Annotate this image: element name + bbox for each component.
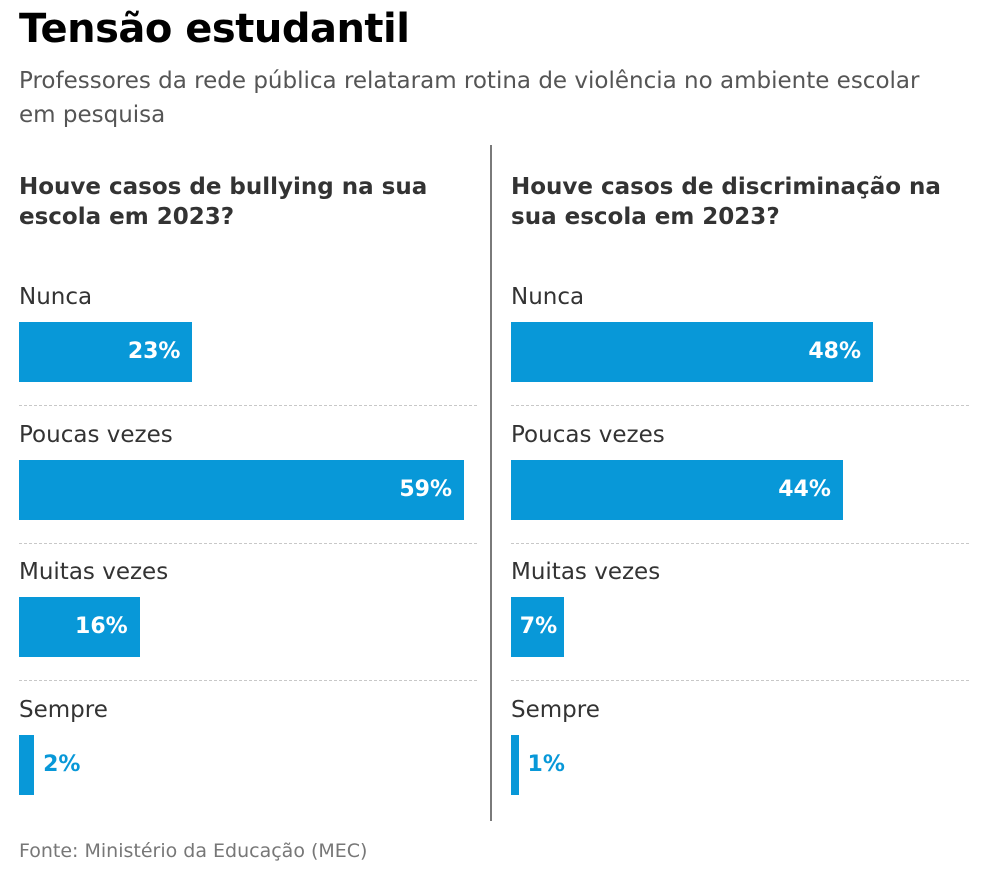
chart-subtitle: Professores da rede pública relataram ro… (19, 68, 920, 128)
row-separator (19, 680, 477, 681)
category-label-muitas-vezes: Muitas vezes (511, 559, 661, 585)
bar-nunca (511, 322, 874, 382)
category-label-nunca: Nunca (19, 284, 93, 310)
bar-poucas-vezes (19, 459, 464, 520)
category-label-sempre: Sempre (19, 696, 108, 723)
bullying-question: Houve casos de bullying na sua escola em… (19, 174, 428, 230)
category-label-sempre: Sempre (511, 696, 600, 723)
bar-poucas-vezes (511, 459, 843, 520)
row-separator (19, 405, 477, 406)
value-label-muitas-vezes: 16% (75, 614, 128, 639)
bar-sempre (511, 734, 519, 795)
row-separator (511, 405, 969, 406)
value-label-poucas-vezes: 44% (778, 476, 831, 502)
category-label-poucas-vezes: Poucas vezes (19, 421, 173, 448)
row-separator (19, 542, 477, 544)
value-label-muitas-vezes: 7% (519, 614, 558, 639)
bullying-panel: Houve casos de bullying na sua escola em… (19, 172, 479, 812)
bar-sempre (19, 734, 35, 795)
category-label-muitas-vezes: Muitas vezes (19, 559, 169, 585)
panel-divider (490, 145, 492, 821)
value-label-poucas-vezes: 59% (399, 476, 452, 502)
row-separator (511, 680, 969, 681)
value-label-nunca: 48% (808, 339, 862, 364)
bar-muitas-vezes (19, 597, 140, 657)
discrimination-question: Houve casos de discriminação na sua esco… (511, 174, 941, 230)
discrimination-panel: Houve casos de discriminação na sua esco… (511, 172, 971, 812)
row-separator (511, 542, 969, 544)
chart-title: Tensão estudantil (19, 6, 410, 52)
category-label-poucas-vezes: Poucas vezes (511, 421, 665, 448)
value-label-sempre: 1% (527, 751, 565, 777)
source-note: Fonte: Ministério da Educação (MEC) (19, 840, 368, 862)
value-label-nunca: 23% (127, 339, 181, 364)
category-label-nunca: Nunca (511, 284, 585, 310)
bar-nunca (19, 322, 193, 382)
bar-muitas-vezes (511, 597, 564, 657)
value-label-sempre: 2% (43, 751, 81, 777)
